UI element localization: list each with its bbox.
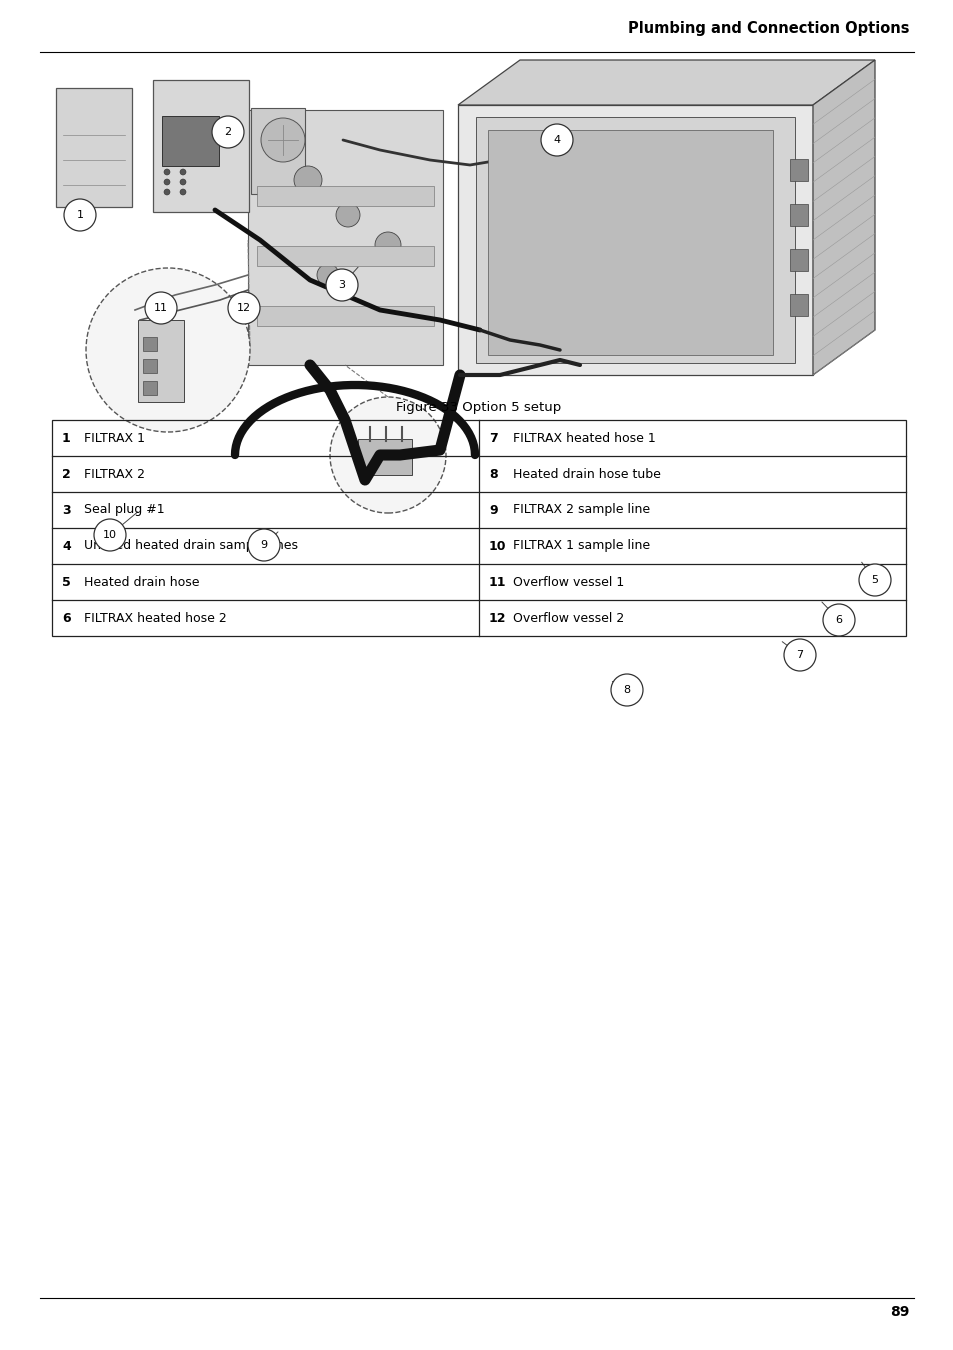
Text: 12: 12 [236, 302, 251, 313]
Text: 11: 11 [489, 575, 506, 589]
Text: FILTRAX heated hose 1: FILTRAX heated hose 1 [513, 432, 655, 444]
Circle shape [540, 124, 573, 157]
Text: 4: 4 [62, 540, 71, 552]
Text: 8: 8 [622, 684, 630, 695]
FancyBboxPatch shape [789, 248, 807, 271]
Text: FILTRAX 1: FILTRAX 1 [84, 432, 145, 444]
Text: FILTRAX 1 sample line: FILTRAX 1 sample line [513, 540, 649, 552]
Circle shape [180, 180, 186, 185]
Circle shape [180, 189, 186, 194]
Text: 3: 3 [338, 279, 345, 290]
FancyBboxPatch shape [56, 88, 132, 207]
Text: 89: 89 [890, 1305, 909, 1319]
Circle shape [164, 189, 170, 194]
Text: 5: 5 [871, 575, 878, 585]
Circle shape [228, 292, 260, 324]
Text: 4: 4 [553, 135, 560, 144]
FancyBboxPatch shape [143, 381, 157, 396]
FancyBboxPatch shape [162, 116, 219, 166]
Circle shape [375, 232, 400, 258]
Text: Overflow vessel 1: Overflow vessel 1 [513, 575, 623, 589]
FancyBboxPatch shape [256, 246, 434, 266]
Text: 7: 7 [489, 432, 497, 444]
Text: FILTRAX 2 sample line: FILTRAX 2 sample line [513, 504, 649, 517]
Text: FILTRAX heated hose 2: FILTRAX heated hose 2 [84, 612, 227, 625]
Text: 2: 2 [62, 467, 71, 481]
FancyBboxPatch shape [476, 117, 794, 363]
Circle shape [64, 198, 96, 231]
Text: 8: 8 [489, 467, 497, 481]
Text: 10: 10 [489, 540, 506, 552]
Text: 6: 6 [835, 616, 841, 625]
FancyBboxPatch shape [152, 80, 249, 212]
Text: 1: 1 [76, 211, 84, 220]
Circle shape [212, 116, 244, 148]
Text: Figure 33 Option 5 setup: Figure 33 Option 5 setup [395, 401, 561, 414]
Circle shape [326, 269, 357, 301]
Text: FILTRAX 2: FILTRAX 2 [84, 467, 145, 481]
Text: 9: 9 [260, 540, 267, 549]
Circle shape [610, 674, 642, 706]
FancyBboxPatch shape [248, 109, 442, 364]
FancyBboxPatch shape [488, 130, 772, 355]
FancyBboxPatch shape [789, 159, 807, 181]
Text: 5: 5 [62, 575, 71, 589]
Circle shape [261, 117, 305, 162]
Circle shape [164, 169, 170, 176]
Text: 7: 7 [796, 649, 802, 660]
Circle shape [858, 564, 890, 595]
Text: Plumbing and Connection Options: Plumbing and Connection Options [628, 20, 909, 35]
Circle shape [164, 180, 170, 185]
Circle shape [335, 202, 359, 227]
Text: 2: 2 [224, 127, 232, 136]
Text: Heated drain hose: Heated drain hose [84, 575, 199, 589]
Text: 6: 6 [62, 612, 71, 625]
Text: 9: 9 [489, 504, 497, 517]
Text: 1: 1 [62, 432, 71, 444]
Circle shape [330, 397, 446, 513]
FancyBboxPatch shape [789, 294, 807, 316]
FancyBboxPatch shape [143, 359, 157, 373]
Circle shape [94, 518, 126, 551]
Polygon shape [457, 59, 874, 105]
Polygon shape [812, 59, 874, 375]
Text: Heated drain hose tube: Heated drain hose tube [513, 467, 660, 481]
Text: 11: 11 [153, 302, 168, 313]
FancyBboxPatch shape [256, 186, 434, 207]
Polygon shape [457, 105, 812, 375]
Circle shape [294, 166, 322, 194]
Circle shape [316, 265, 338, 286]
Text: 3: 3 [62, 504, 71, 517]
FancyBboxPatch shape [357, 439, 412, 475]
Text: Seal plug #1: Seal plug #1 [84, 504, 165, 517]
Circle shape [248, 529, 280, 562]
Text: 12: 12 [489, 612, 506, 625]
FancyBboxPatch shape [789, 204, 807, 225]
FancyBboxPatch shape [143, 338, 157, 351]
Circle shape [822, 603, 854, 636]
Text: Unused heated drain sample lines: Unused heated drain sample lines [84, 540, 297, 552]
FancyBboxPatch shape [138, 320, 184, 402]
Circle shape [86, 269, 250, 432]
Circle shape [180, 169, 186, 176]
Circle shape [783, 639, 815, 671]
Text: Overflow vessel 2: Overflow vessel 2 [513, 612, 623, 625]
FancyBboxPatch shape [251, 108, 305, 194]
FancyBboxPatch shape [256, 306, 434, 325]
Circle shape [145, 292, 177, 324]
Text: 10: 10 [103, 531, 117, 540]
